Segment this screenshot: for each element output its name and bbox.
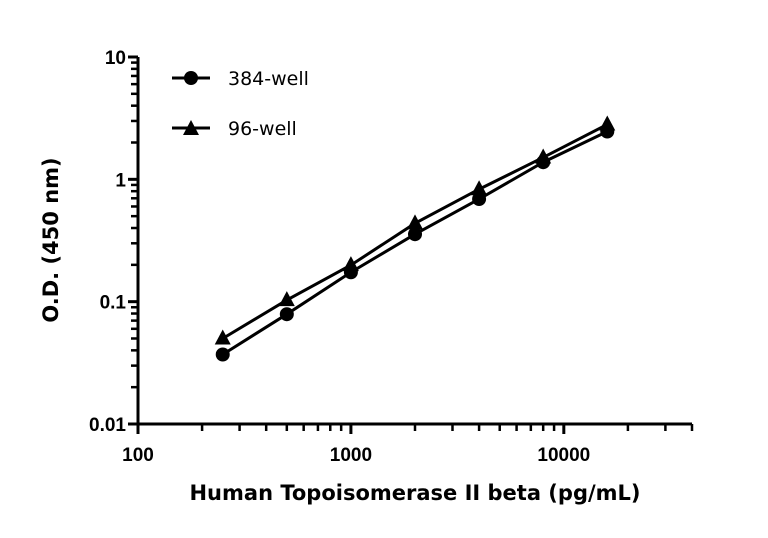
series-group bbox=[214, 115, 616, 362]
legend-marker bbox=[184, 71, 198, 85]
x-tick-label: 100 bbox=[122, 445, 154, 466]
series-96-well bbox=[214, 115, 616, 345]
legend-label: 384-well bbox=[228, 68, 309, 90]
data-point bbox=[535, 148, 552, 164]
series-384-well bbox=[215, 124, 615, 362]
data-point bbox=[215, 347, 230, 362]
x-axis-label: Human Topoisomerase II beta (pg/mL) bbox=[189, 481, 640, 505]
data-point bbox=[342, 256, 359, 272]
data-point bbox=[407, 214, 423, 230]
data-point bbox=[599, 115, 616, 131]
data-point bbox=[471, 180, 488, 196]
y-tick-label: 1 bbox=[115, 170, 126, 191]
y-tick-label: 0.01 bbox=[89, 415, 126, 436]
legend: 384-well 96-well bbox=[172, 68, 309, 140]
data-point bbox=[472, 192, 487, 207]
y-tick-label: 10 bbox=[105, 48, 126, 69]
y-axis-label: O.D. (450 nm) bbox=[39, 157, 63, 322]
legend-label: 96-well bbox=[228, 118, 297, 140]
x-tick-label: 1000 bbox=[330, 445, 372, 466]
data-point bbox=[408, 227, 422, 242]
y-tick-label: 0.1 bbox=[100, 293, 127, 314]
legend-marker bbox=[183, 120, 199, 135]
data-point bbox=[214, 329, 231, 345]
axes: 100 1000 10000 0.01 0.1 1 10 bbox=[89, 48, 694, 466]
x-tick-label: 10000 bbox=[537, 445, 590, 466]
data-point bbox=[279, 307, 294, 322]
data-point bbox=[278, 291, 295, 307]
